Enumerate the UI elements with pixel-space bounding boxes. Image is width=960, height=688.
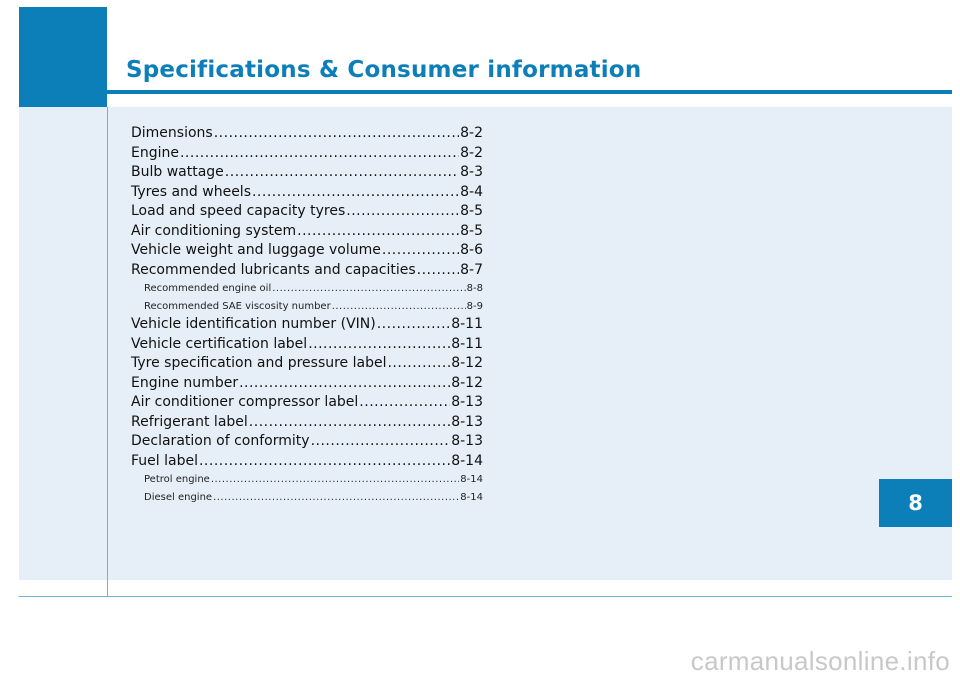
margin-rule xyxy=(107,107,108,597)
toc-entry-page: 8-4 xyxy=(460,183,483,200)
chapter-number: 8 xyxy=(908,491,923,515)
toc-dot-leader xyxy=(239,374,450,394)
toc-subentry[interactable]: Recommended engine oil 8-8 xyxy=(131,280,483,298)
toc-entry[interactable]: Vehicle identification number (VIN) 8-11 xyxy=(131,315,483,335)
toc-dot-leader xyxy=(308,335,450,355)
toc-entry-label: Tyre specification and pressure label xyxy=(131,355,387,371)
table-of-contents: Dimensions 8-2 Engine 8-2 Bulb wattage 8-3 Tyr… xyxy=(131,124,483,506)
toc-entry-label: Engine number xyxy=(131,374,239,391)
toc-entry-label: Diesel engine xyxy=(144,491,213,503)
toc-subentry[interactable]: Recommended SAE viscosity number 8-9 xyxy=(131,298,483,316)
toc-entry-label: Refrigerant label xyxy=(131,413,248,430)
toc-entry-page: 8-9 xyxy=(466,300,483,312)
toc-entry-label: Recommended lubricants and capacities xyxy=(131,261,416,278)
toc-dot-leader xyxy=(297,222,459,242)
toc-dot-leader xyxy=(199,452,450,472)
toc-dot-leader xyxy=(249,413,450,433)
toc-subentry[interactable]: Diesel engine 8-14 xyxy=(131,489,483,507)
toc-entry-label: Engine xyxy=(131,144,179,161)
toc-entry-label: Petrol engine xyxy=(144,474,210,485)
toc-entry[interactable]: Vehicle weight and luggage volume 8-6 xyxy=(131,241,483,261)
toc-entry-page: 8-13 xyxy=(451,394,483,410)
toc-entry[interactable]: Dimensions 8-2 xyxy=(131,124,483,144)
toc-entry[interactable]: Engine number 8-12 xyxy=(131,374,483,394)
toc-entry-label: Recommended SAE viscosity number xyxy=(144,300,331,312)
toc-entry-page: 8-6 xyxy=(460,242,483,258)
toc-entry-label: Tyres and wheels xyxy=(131,183,251,200)
toc-entry-label: Dimensions xyxy=(131,125,213,141)
toc-entry[interactable]: Air conditioning system 8-5 xyxy=(131,222,483,242)
toc-entry-page: 8-11 xyxy=(451,335,483,352)
toc-dot-leader xyxy=(359,393,450,413)
toc-entry-label: Declaration of conformity xyxy=(131,433,310,449)
toc-entry-page: 8-5 xyxy=(460,203,483,219)
toc-entry[interactable]: Load and speed capacity tyres 8-5 xyxy=(131,202,483,222)
toc-entry-label: Vehicle weight and luggage volume xyxy=(131,242,381,258)
toc-dot-leader xyxy=(272,280,465,298)
toc-dot-leader xyxy=(213,489,459,507)
toc-entry-page: 8-13 xyxy=(451,413,483,430)
toc-entry-label: Vehicle identification number (VIN) xyxy=(131,316,376,332)
toc-dot-leader xyxy=(346,202,459,222)
toc-entry-label: Air conditioning system xyxy=(131,222,297,239)
toc-dot-leader xyxy=(225,163,459,183)
toc-entry-page: 8-3 xyxy=(460,164,483,180)
toc-entry[interactable]: Fuel label 8-14 xyxy=(131,452,483,472)
toc-entry-page: 8-8 xyxy=(466,283,483,294)
toc-entry[interactable]: Tyre specification and pressure label 8-1… xyxy=(131,354,483,374)
toc-entry[interactable]: Refrigerant label 8-13 xyxy=(131,413,483,433)
toc-entry-label: Vehicle certification label xyxy=(131,335,308,352)
content-panel xyxy=(19,107,952,580)
toc-dot-leader xyxy=(387,354,450,374)
toc-entry-page: 8-14 xyxy=(460,491,483,503)
toc-entry[interactable]: Bulb wattage 8-3 xyxy=(131,163,483,183)
toc-dot-leader xyxy=(417,261,459,281)
toc-entry-page: 8-13 xyxy=(451,433,483,449)
toc-entry[interactable]: Vehicle certification label 8-11 xyxy=(131,335,483,355)
toc-entry-label: Fuel label xyxy=(131,452,198,469)
corner-block xyxy=(19,7,107,107)
toc-entry-page: 8-7 xyxy=(460,261,483,278)
toc-entry-label: Air conditioner compressor label xyxy=(131,394,359,410)
toc-entry-page: 8-12 xyxy=(451,355,483,371)
toc-dot-leader xyxy=(214,124,459,144)
toc-dot-leader xyxy=(311,432,451,452)
chapter-tab[interactable]: 8 xyxy=(879,479,952,527)
toc-dot-leader xyxy=(211,471,459,489)
toc-entry-label: Recommended engine oil xyxy=(144,283,272,294)
bottom-rule xyxy=(19,596,952,597)
toc-entry[interactable]: Tyres and wheels 8-4 xyxy=(131,183,483,203)
toc-entry-page: 8-5 xyxy=(460,222,483,239)
toc-entry[interactable]: Declaration of conformity 8-13 xyxy=(131,432,483,452)
toc-dot-leader xyxy=(180,144,459,164)
title-underline xyxy=(107,90,952,94)
toc-entry-page: 8-14 xyxy=(451,452,483,469)
toc-dot-leader xyxy=(252,183,459,203)
toc-dot-leader xyxy=(332,298,466,316)
watermark: carmanualsonline.info xyxy=(690,646,950,676)
toc-entry-page: 8-12 xyxy=(451,374,483,391)
page-title: Specifications & Consumer information xyxy=(126,57,642,83)
toc-subentry[interactable]: Petrol engine 8-14 xyxy=(131,471,483,489)
toc-entry-label: Load and speed capacity tyres xyxy=(131,203,346,219)
toc-entry-label: Bulb wattage xyxy=(131,164,224,180)
toc-entry[interactable]: Recommended lubricants and capacities 8-7 xyxy=(131,261,483,281)
toc-entry-page: 8-2 xyxy=(460,144,483,161)
toc-entry-page: 8-2 xyxy=(460,125,483,141)
toc-entry-page: 8-14 xyxy=(460,474,483,485)
toc-entry[interactable]: Engine 8-2 xyxy=(131,144,483,164)
toc-dot-leader xyxy=(382,241,459,261)
toc-entry[interactable]: Air conditioner compressor label 8-13 xyxy=(131,393,483,413)
toc-entry-page: 8-11 xyxy=(451,316,483,332)
toc-dot-leader xyxy=(377,315,451,335)
